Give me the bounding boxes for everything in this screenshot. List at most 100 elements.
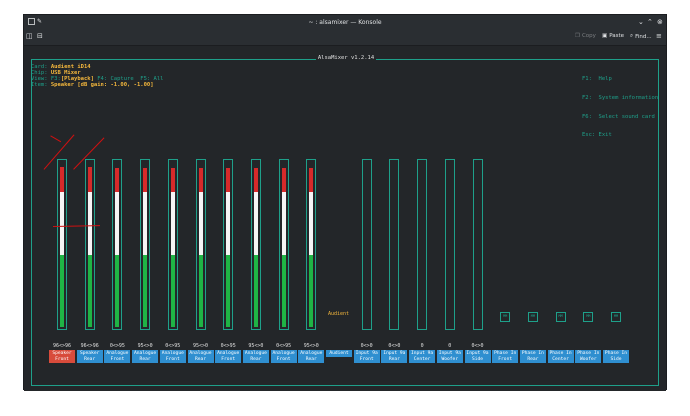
pin-icon[interactable]: ✎ — [37, 18, 43, 25]
channel-label[interactable]: Analogue Rear — [132, 350, 159, 363]
channel-label-line1: Analogue — [106, 350, 129, 356]
level-segment — [198, 191, 203, 256]
channel-label-line2: Front — [276, 356, 291, 362]
volume-value: 0 — [448, 343, 452, 349]
chip-info: Chip: USB Mixer — [31, 70, 81, 76]
channel-label[interactable]: Analogue Front — [270, 350, 297, 363]
channel-label-line1: Phase In — [494, 350, 517, 356]
channel-label[interactable]: Analogue Rear — [298, 350, 325, 363]
item-info: Item: Speaker [dB gain: -1.00, -1.00] — [31, 82, 154, 88]
channel-label-line2: Woofer — [579, 356, 597, 362]
channel-label[interactable]: Phase In Woofer — [575, 350, 602, 363]
channel-label-line1: Input 9a — [466, 350, 489, 356]
copy-button[interactable]: ❐ Copy — [575, 33, 596, 39]
volume-level-bar — [170, 168, 175, 327]
channel-label[interactable]: Analogue Rear — [187, 350, 214, 363]
title-bar[interactable]: ✎ ~ : alsamixer — Konsole ⌄ ⌃ ⊗ — [24, 15, 666, 29]
channel-label[interactable]: Input 9a Woofer — [436, 350, 463, 363]
konsole-window: ✎ ~ : alsamixer — Konsole ⌄ ⌃ ⊗ ◫ ⊟ ❐ Cop… — [23, 14, 667, 391]
split-horizontal-icon[interactable]: ⊟ — [37, 32, 43, 40]
volume-fader[interactable] — [417, 159, 428, 330]
channel-label[interactable]: Input 9a Front — [353, 350, 380, 363]
channel-label-line1: Analogue — [244, 350, 267, 356]
volume-level-bar — [281, 168, 286, 327]
volume-fader[interactable] — [167, 159, 178, 330]
toolbar: ◫ ⊟ ❐ Copy ▣ Paste ⌕ Find... ≡ — [24, 29, 666, 46]
level-segment — [226, 255, 231, 327]
channel-label[interactable]: Input 9a Rear — [381, 350, 408, 363]
switch-toggle[interactable]: MM — [500, 312, 511, 322]
channel-label-line1: Analogue — [272, 350, 295, 356]
channel-label-line2: Front — [55, 356, 69, 362]
channel-label[interactable]: Input 9a Center — [409, 350, 436, 363]
channel-label-line2: Rear — [84, 356, 96, 362]
level-segment — [60, 255, 64, 327]
volume-fader[interactable] — [444, 159, 455, 330]
channel-label-line1: Analogue — [300, 350, 323, 356]
volume-fader[interactable] — [140, 159, 151, 330]
channel-label-line1: Analogue — [217, 350, 240, 356]
volume-fader[interactable] — [361, 159, 372, 330]
find-button[interactable]: ⌕ Find... — [630, 33, 652, 40]
terminal-area[interactable]: AlsaMixer v1.2.14 Card: Audient iD14 Chi… — [24, 46, 666, 391]
volume-value: 96<>96 — [52, 343, 72, 349]
paste-button[interactable]: ▣ Paste — [602, 33, 625, 39]
volume-level-bar — [309, 168, 314, 327]
channel-label[interactable]: Speaker Rear — [76, 350, 103, 363]
channel-label[interactable]: Phase In Center — [547, 350, 574, 363]
level-segment — [281, 255, 286, 327]
volume-fader[interactable] — [278, 159, 289, 330]
hamburger-menu-icon[interactable]: ≡ — [656, 32, 662, 40]
close-icon[interactable]: ⊗ — [657, 18, 663, 26]
level-segment — [87, 191, 92, 256]
maximize-icon[interactable]: ⌃ — [647, 18, 653, 26]
channel-label-line1: Analogue — [189, 350, 212, 356]
channel-label[interactable]: Analogue Front — [159, 350, 186, 363]
volume-fader[interactable] — [84, 159, 95, 330]
channel-label[interactable]: Phase In Rear — [519, 350, 546, 363]
channel-label-line2: Front — [359, 356, 374, 362]
volume-fader[interactable] — [112, 159, 123, 330]
channel-label-line2: Rear — [527, 356, 539, 362]
switch-toggle[interactable]: MM — [527, 312, 538, 322]
channel-label[interactable]: Speaker Front — [49, 350, 75, 363]
channel-label[interactable]: Analogue Front — [104, 350, 131, 363]
card-info: Card: Audient iD14 — [31, 64, 91, 70]
channel-label-line1: Speaker — [52, 350, 72, 356]
volume-fader[interactable] — [195, 159, 206, 330]
level-segment — [226, 168, 231, 192]
channel-label-line1: Input 9a — [411, 350, 434, 356]
channel-label-line1: Analogue — [161, 350, 184, 356]
volume-level-bar — [87, 166, 92, 327]
level-segment — [198, 255, 203, 327]
level-segment — [115, 168, 120, 192]
channel-label[interactable]: Phase In Front — [492, 350, 519, 363]
channel-label[interactable]: Analogue Rear — [242, 350, 269, 363]
channel-label[interactable]: Audient — [326, 350, 352, 357]
channel-label[interactable]: Phase In Side — [603, 350, 629, 363]
volume-level-bar — [115, 168, 120, 327]
level-segment — [170, 191, 175, 256]
channel-label-line2: Center — [413, 356, 431, 362]
channel-label-line1: Phase In — [549, 350, 572, 356]
switch-toggle[interactable]: MM — [583, 312, 594, 322]
channel-label[interactable]: Analogue Front — [215, 350, 242, 363]
volume-fader[interactable] — [389, 159, 400, 330]
level-segment — [170, 168, 175, 192]
minimize-icon[interactable]: ⌄ — [638, 18, 644, 26]
switch-toggle[interactable]: MM — [611, 312, 621, 322]
level-segment — [309, 255, 314, 327]
channel-label-line1: Speaker — [80, 350, 100, 356]
volume-fader[interactable] — [223, 159, 234, 330]
level-segment — [281, 191, 286, 256]
volume-fader[interactable] — [57, 159, 67, 330]
channel-label-line2: Woofer — [441, 356, 459, 362]
channel-label[interactable]: Input 9a Side — [464, 350, 491, 363]
switch-toggle[interactable]: MM — [555, 312, 566, 322]
volume-fader[interactable] — [250, 159, 261, 330]
channel-label-line1: Audient — [329, 350, 349, 356]
volume-fader[interactable] — [472, 159, 483, 330]
volume-fader[interactable] — [306, 159, 317, 330]
split-view-icon[interactable]: ◫ — [26, 32, 33, 40]
channel-label-line2: Rear — [250, 356, 262, 362]
